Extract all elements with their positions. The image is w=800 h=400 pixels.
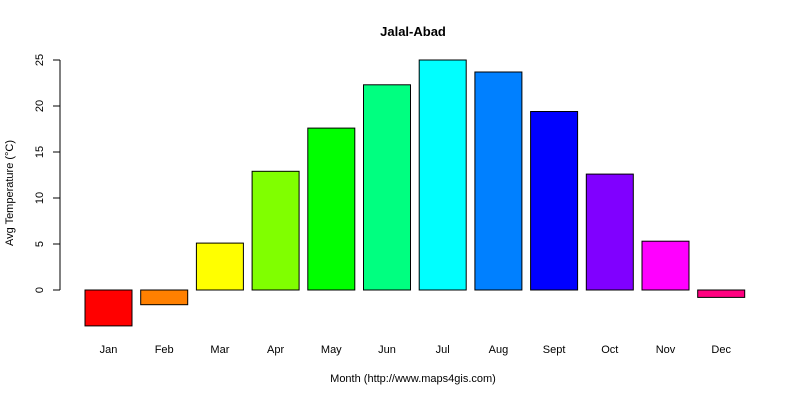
x-axis-label: Month (http://www.maps4gis.com) [330,373,496,385]
x-tick-label: May [321,344,342,356]
x-tick-label: Dec [711,344,731,356]
bar-feb [140,289,189,306]
bar-jul [418,59,467,291]
bar-may [307,127,356,291]
x-tick-label: Jun [378,344,396,356]
bar-nov [641,240,690,291]
x-tick-label: Nov [656,344,676,356]
x-tick-label: Sept [543,344,566,356]
bar-jun [363,84,411,291]
x-tick-label: Apr [267,344,284,356]
x-tick-label: Mar [210,344,229,356]
bar-dec [697,289,746,298]
bar-oct [585,173,634,291]
bar-apr [251,170,300,291]
chart-title: Jalal-Abad [380,24,446,39]
y-tick-label: 15 [34,146,46,158]
bar-sept [530,111,579,291]
x-tick-label: Feb [155,344,174,356]
x-tick-label: Aug [489,344,509,356]
y-tick-label: 0 [34,287,46,293]
y-axis-label: Avg Temperature (°C) [4,140,16,246]
bar-jan [84,289,133,327]
x-tick-label: Jan [100,344,118,356]
y-tick-label: 10 [34,192,46,204]
y-axis: 0 5 10 15 20 25 [34,54,61,293]
x-tick-labels: Jan Feb Mar Apr May Jun Jul Aug Sept Oct Nov Dec [100,344,732,356]
y-tick-label: 25 [34,54,46,66]
y-tick-label: 20 [34,100,46,112]
bar-mar [195,242,244,291]
x-tick-label: Jul [436,344,450,356]
bar-aug [474,71,523,291]
y-tick-label: 5 [34,241,46,247]
x-tick-label: Oct [601,344,618,356]
bars [84,59,746,327]
